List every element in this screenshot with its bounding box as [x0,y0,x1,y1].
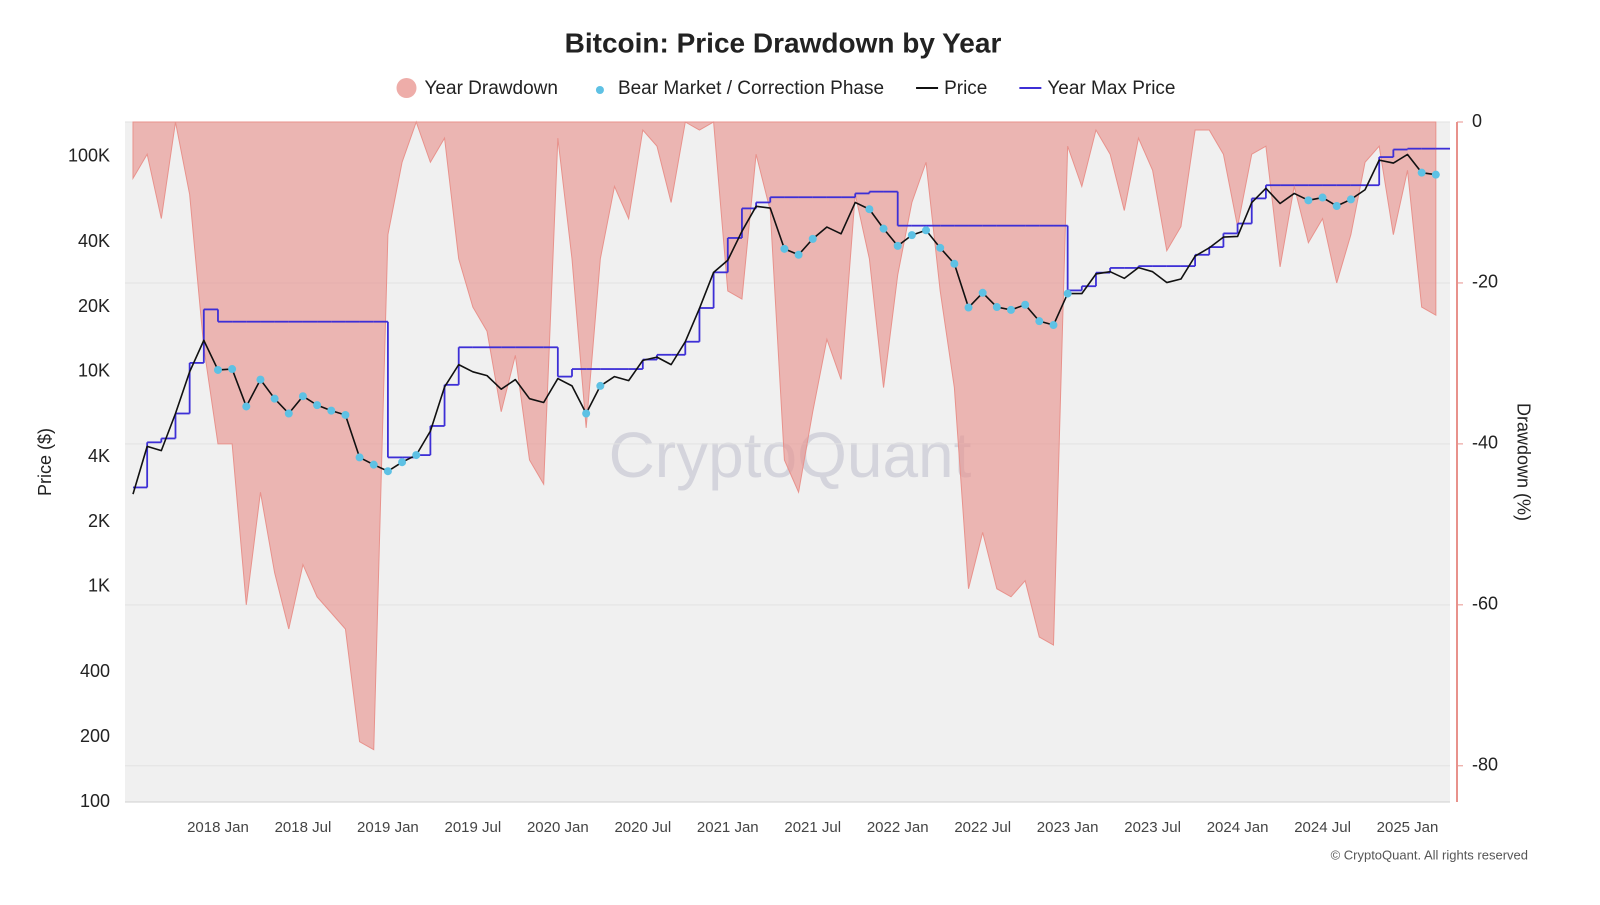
bear-phase-point [879,224,888,233]
chart-title: Bitcoin: Price Drawdown by Year [565,27,1002,58]
y-tick-label: 2K [88,511,110,531]
x-tick-label: 2021 Jan [697,819,759,836]
bear-phase-point [950,259,959,268]
y2-tick-label: 0 [1472,111,1482,131]
bear-phase-point [1304,196,1313,205]
legend-item: Year Max Price [1019,78,1176,99]
bear-phase-point [313,401,322,410]
bear-phase-point [893,241,902,250]
legend-swatch [595,86,604,94]
area-layer [132,120,1437,751]
x-tick-label: 2020 Jul [614,819,671,836]
x-tick-label: 2023 Jul [1124,819,1181,836]
y2-tick-label: -80 [1472,755,1498,775]
bear-phase-point [992,303,1001,312]
bear-phase-point [1431,170,1440,179]
x-tick-label: 2022 Jan [867,819,929,836]
bear-phase-point [284,409,293,418]
bear-phase-point [1332,201,1341,210]
bear-phase-point [327,406,336,415]
legend-label: Bear Market / Correction Phase [618,78,884,99]
legend-swatch [396,78,417,98]
x-tick-label: 2023 Jan [1037,819,1099,836]
y-tick-label: 100 [80,791,110,811]
bear-phase-point [936,243,945,252]
drawdown-area [132,120,1437,751]
bear-phase-point [412,451,421,460]
legend: Year Drawdown Bear Market / Correction Ph… [396,78,1176,99]
bear-phase-point [978,288,987,297]
y-tick-label: 10K [78,361,110,381]
legend-label: Price [944,78,987,99]
y-tick-label: 40K [78,231,110,251]
bear-phase-point [1035,317,1044,326]
y2-axis-label: Drawdown (%) [1513,403,1533,521]
bear-phase-point [780,244,789,253]
y-tick-label: 200 [80,726,110,746]
y-tick-label: 400 [80,661,110,681]
x-tick-label: 2021 Jul [784,819,841,836]
x-tick-label: 2019 Jan [357,819,419,836]
y2-tick-label: -40 [1472,433,1498,453]
bear-phase-point [808,234,817,243]
legend-item: Price [916,78,987,99]
bear-phase-point [964,303,973,312]
bear-phase-point [582,409,591,418]
bear-phase-point [213,365,222,374]
bear-phase-point [865,205,874,214]
bear-phase-point [596,381,605,390]
bear-phase-point [1007,305,1015,314]
x-tick-label: 2025 Jan [1377,819,1439,836]
bear-phase-point [398,458,407,467]
x-tick-label: 2018 Jul [275,819,332,836]
bear-phase-point [922,226,931,235]
legend-item: Year Drawdown [396,78,558,99]
bear-phase-point [242,402,251,411]
scatter-layer [213,168,1440,476]
axes-layer: 100 200 400 1K 2K 4K 10K 20K 40K 100K 0 -20 -40 -60 -8… [68,111,1498,836]
bear-phase-point [794,250,803,259]
y-tick-label: 20K [78,296,110,316]
bear-phase-point [270,394,279,403]
x-tick-label: 2020 Jan [527,819,589,836]
bear-phase-point [341,410,350,419]
y-tick-label: 4K [88,446,110,466]
legend-label: Year Max Price [1047,78,1175,99]
bear-phase-point [1063,289,1072,298]
x-tick-label: 2022 Jul [954,819,1011,836]
legend-item: Bear Market / Correction Phase [595,78,884,99]
bear-phase-point [298,392,307,401]
y2-tick-label: -60 [1472,594,1498,614]
x-tick-label: 2018 Jan [187,819,249,836]
bear-phase-point [256,375,265,384]
y2-tick-label: -20 [1472,272,1498,292]
bear-phase-point [1346,195,1355,204]
step-layer [133,147,1450,489]
y-tick-label: 1K [88,576,110,596]
bear-phase-point [907,231,916,240]
copyright: © CryptoQuant. All rights reserved [1331,847,1528,862]
y-axis-label: Price ($) [35,428,55,496]
bear-phase-point [383,467,392,476]
bear-phase-point [369,460,378,469]
bear-phase-point [1417,168,1426,177]
bear-phase-point [228,365,237,374]
y-tick-label: 100K [68,145,110,165]
x-tick-label: 2024 Jan [1207,819,1269,836]
bear-phase-point [1021,300,1030,309]
bear-phase-point [1049,321,1058,330]
x-tick-label: 2024 Jul [1294,819,1351,836]
legend-label: Year Drawdown [425,78,558,99]
bear-phase-point [1318,193,1327,202]
x-tick-label: 2019 Jul [445,819,502,836]
bear-phase-point [355,453,364,462]
